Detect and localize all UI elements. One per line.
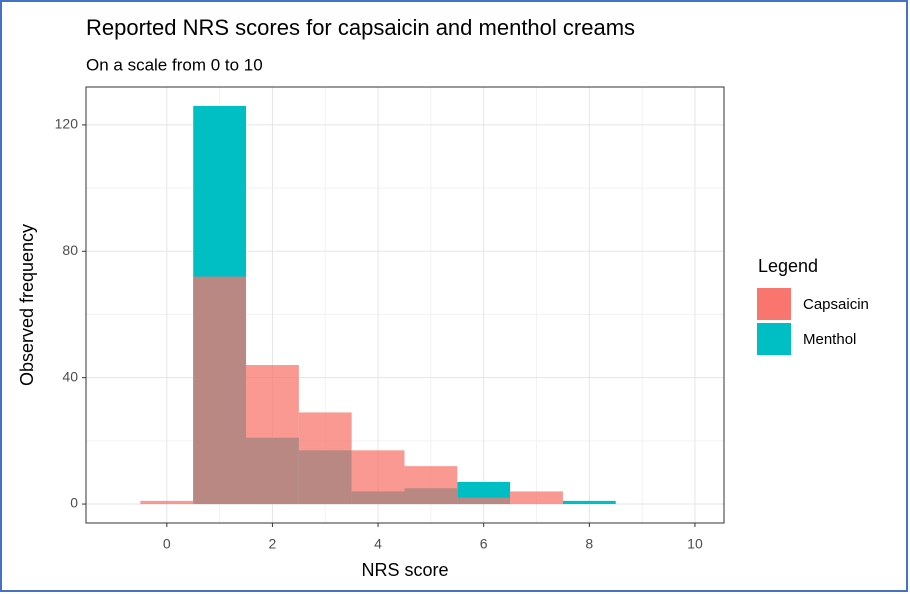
x-tick-label: 0	[163, 536, 171, 552]
chart-title: Reported NRS scores for capsaicin and me…	[86, 15, 635, 40]
x-tick-label: 10	[687, 536, 703, 552]
panel-border	[85, 86, 725, 524]
plot-panel	[86, 87, 724, 523]
x-tick-label: 8	[585, 536, 593, 552]
x-axis-label: NRS score	[361, 560, 448, 580]
histogram-bar	[404, 466, 458, 505]
histogram-bar	[351, 450, 405, 505]
histogram-bar	[140, 500, 194, 505]
legend-label: Menthol	[803, 331, 856, 348]
histogram-bar	[193, 276, 247, 505]
y-tick-label: 40	[62, 368, 78, 384]
histogram-bar	[562, 500, 616, 505]
x-tick-label: 6	[480, 536, 488, 552]
legend-swatch	[757, 323, 791, 355]
legend-label: Capsaicin	[803, 296, 869, 313]
y-tick-label: 0	[70, 495, 78, 511]
y-tick-label: 80	[62, 242, 78, 258]
y-axis-label: Observed frequency	[17, 224, 37, 386]
legend-title: Legend	[758, 256, 818, 276]
histogram-bar	[457, 497, 511, 505]
chart-subtitle: On a scale from 0 to 10	[86, 55, 263, 74]
x-tick-label: 2	[269, 536, 277, 552]
histogram-bar	[246, 365, 299, 505]
histogram-bar	[298, 412, 352, 505]
x-tick-label: 4	[374, 536, 382, 552]
legend-swatch	[757, 288, 791, 320]
y-tick-label: 120	[55, 116, 79, 132]
histogram-bar	[510, 491, 563, 505]
